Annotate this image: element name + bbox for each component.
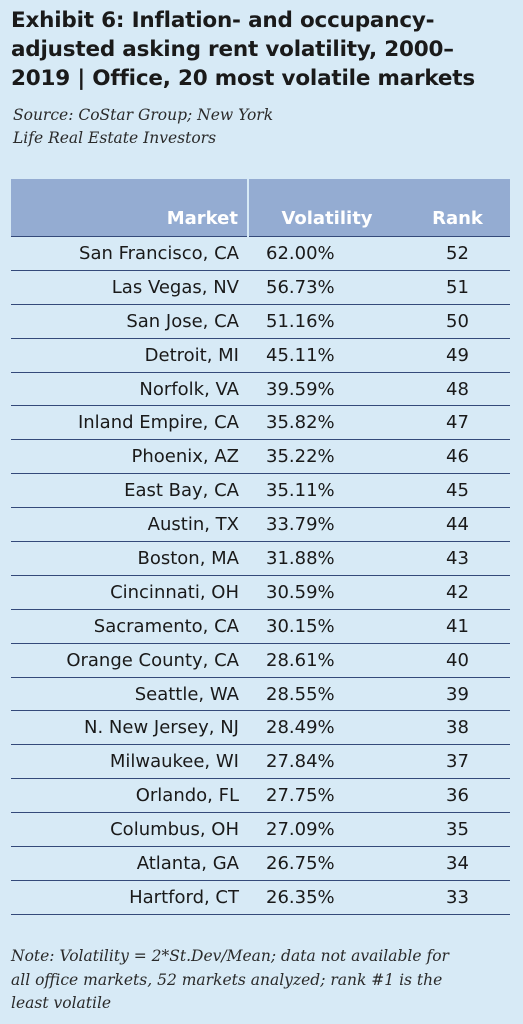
note-line-3: least volatile [11, 994, 112, 1012]
table-row: Columbus, OH 27.09% 35 [11, 812, 510, 847]
volatility-table: Market Volatility Rank San Francisco, CA… [11, 179, 510, 915]
rank-cell: 48 [405, 371, 510, 406]
exhibit-title: Exhibit 6: Inflation- and occupancy- adj… [11, 6, 516, 93]
volatility-cell: 30.15% [248, 608, 405, 644]
market-cell: Norfolk, VA [11, 371, 248, 406]
volatility-cell: 27.09% [248, 812, 405, 847]
market-cell: East Bay, CA [11, 473, 248, 508]
table-row: San Jose, CA 51.16% 50 [11, 303, 510, 339]
volatility-cell: 51.16% [248, 303, 405, 339]
rank-cell: 34 [405, 846, 510, 881]
title-line-3: 2019 | Office, 20 most volatile markets [11, 66, 475, 91]
volatility-cell: 26.75% [248, 846, 405, 881]
market-cell: Inland Empire, CA [11, 405, 248, 440]
market-cell: Austin, TX [11, 507, 248, 542]
footnote: Note: Volatility = 2*St.Dev/Mean; data n… [11, 945, 519, 1016]
table-row: Las Vegas, NV 56.73% 51 [11, 269, 510, 305]
market-cell: Cincinnati, OH [11, 574, 248, 610]
volatility-cell: 27.84% [248, 744, 405, 779]
table-row: Phoenix, AZ 35.22% 46 [11, 439, 510, 474]
rank-cell: 46 [405, 439, 510, 474]
volatility-cell: 56.73% [248, 269, 405, 305]
source-line-1: Source: CoStar Group; New York [13, 106, 274, 124]
table-row: Austin, TX 33.79% 44 [11, 507, 510, 542]
title-line-2: adjusted asking rent volatility, 2000– [11, 37, 454, 62]
rank-cell: 42 [405, 574, 510, 610]
market-cell: Boston, MA [11, 541, 248, 576]
rank-cell: 47 [405, 405, 510, 440]
volatility-cell: 30.59% [248, 574, 405, 610]
volatility-cell: 45.11% [248, 337, 405, 373]
volatility-cell: 35.82% [248, 405, 405, 440]
market-cell: Hartford, CT [11, 879, 248, 915]
table-row: Atlanta, GA 26.75% 34 [11, 846, 510, 881]
market-cell: Orange County, CA [11, 642, 248, 678]
volatility-cell: 31.88% [248, 541, 405, 576]
rank-cell: 38 [405, 710, 510, 745]
market-cell: Seattle, WA [11, 676, 248, 711]
market-cell: San Jose, CA [11, 303, 248, 339]
note-line-1: Note: Volatility = 2*St.Dev/Mean; data n… [11, 947, 449, 965]
market-cell: Las Vegas, NV [11, 269, 248, 305]
table-row: Hartford, CT 26.35% 33 [11, 879, 510, 915]
table-row: N. New Jersey, NJ 28.49% 38 [11, 710, 510, 745]
market-cell: Sacramento, CA [11, 608, 248, 644]
rank-cell: 36 [405, 778, 510, 813]
table-row: Inland Empire, CA 35.82% 47 [11, 405, 510, 440]
table-row: East Bay, CA 35.11% 45 [11, 473, 510, 508]
rank-cell: 37 [405, 744, 510, 779]
market-cell: Orlando, FL [11, 778, 248, 813]
rank-cell: 41 [405, 608, 510, 644]
table-body: San Francisco, CA 62.00% 52 Las Vegas, NV 56… [11, 236, 510, 915]
market-cell: Phoenix, AZ [11, 439, 248, 474]
volatility-cell: 26.35% [248, 879, 405, 915]
header-volatility: Volatility [248, 179, 405, 237]
header-rank: Rank [405, 179, 510, 237]
market-cell: Detroit, MI [11, 337, 248, 373]
rank-cell: 33 [405, 879, 510, 915]
table-row: Norfolk, VA 39.59% 48 [11, 371, 510, 406]
table-row: Seattle, WA 28.55% 39 [11, 676, 510, 711]
rank-cell: 35 [405, 812, 510, 847]
volatility-cell: 28.61% [248, 642, 405, 678]
rank-cell: 39 [405, 676, 510, 711]
market-cell: Atlanta, GA [11, 846, 248, 881]
rank-cell: 45 [405, 473, 510, 508]
volatility-cell: 28.49% [248, 710, 405, 745]
table-row: Orange County, CA 28.61% 40 [11, 642, 510, 678]
table-row: Sacramento, CA 30.15% 41 [11, 608, 510, 644]
rank-cell: 49 [405, 337, 510, 373]
header-market: Market [11, 179, 249, 237]
market-cell: San Francisco, CA [11, 236, 248, 271]
rank-cell: 43 [405, 541, 510, 576]
rank-cell: 51 [405, 269, 510, 305]
table-row: San Francisco, CA 62.00% 52 [11, 236, 510, 271]
market-cell: Columbus, OH [11, 812, 248, 847]
source-caption: Source: CoStar Group; New York Life Real… [13, 104, 273, 150]
rank-cell: 40 [405, 642, 510, 678]
market-cell: N. New Jersey, NJ [11, 710, 248, 745]
rank-cell: 52 [405, 236, 510, 271]
volatility-cell: 39.59% [248, 371, 405, 406]
volatility-cell: 62.00% [248, 236, 405, 271]
title-line-1: Exhibit 6: Inflation- and occupancy- [11, 8, 435, 33]
volatility-cell: 28.55% [248, 676, 405, 711]
table-row: Detroit, MI 45.11% 49 [11, 337, 510, 373]
rank-cell: 44 [405, 507, 510, 542]
table-row: Orlando, FL 27.75% 36 [11, 778, 510, 813]
volatility-cell: 27.75% [248, 778, 405, 813]
table-header-row: Market Volatility Rank [11, 179, 510, 237]
volatility-cell: 33.79% [248, 507, 405, 542]
table-row: Cincinnati, OH 30.59% 42 [11, 574, 510, 610]
rank-cell: 50 [405, 303, 510, 339]
market-cell: Milwaukee, WI [11, 744, 248, 779]
table-row: Boston, MA 31.88% 43 [11, 541, 510, 576]
volatility-cell: 35.11% [248, 473, 405, 508]
note-line-2: all office markets, 52 markets analyzed;… [11, 970, 443, 989]
volatility-cell: 35.22% [248, 439, 405, 474]
table-row: Milwaukee, WI 27.84% 37 [11, 744, 510, 779]
source-line-2: Life Real Estate Investors [13, 129, 217, 147]
